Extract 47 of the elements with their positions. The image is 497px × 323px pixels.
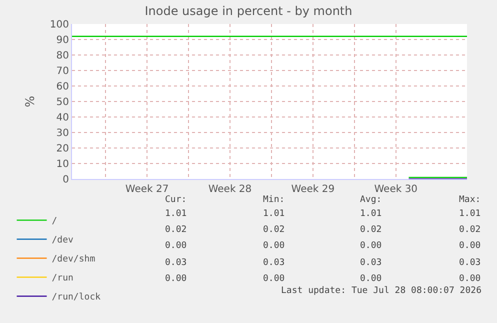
text: 0.02 [263, 225, 285, 235]
y-tick-label: 30 [56, 128, 69, 139]
text: 0.00 [459, 274, 481, 284]
text: Cur: [165, 195, 187, 205]
y-tick-label: 100 [50, 20, 69, 30]
text: Avg: [360, 195, 382, 205]
text: 0.02 [165, 225, 187, 235]
text: 0.03 [165, 258, 187, 268]
y-tick-label: 80 [56, 50, 69, 62]
text: 0.00 [263, 241, 285, 251]
y-tick-label: 90 [56, 35, 69, 46]
legend-label: /run [52, 274, 74, 284]
text: 0.02 [459, 225, 481, 235]
legend-label: / [52, 216, 58, 227]
text: 0.00 [165, 274, 187, 284]
y-tick-label: 70 [56, 66, 69, 77]
legend-label: /dev/shm [52, 254, 96, 265]
y-tick-label: 60 [56, 82, 69, 92]
x-tick-label: Week 28 [208, 184, 252, 195]
text: 0.02 [360, 225, 382, 235]
chart-title: Inode usage in percent - by month [144, 4, 352, 18]
text: 0.00 [360, 241, 382, 251]
x-tick-label: Week 27 [125, 184, 169, 195]
text: 0.03 [360, 258, 382, 268]
text: 1.01 [360, 209, 382, 219]
text: Min: [263, 195, 285, 205]
y-tick-label: 20 [56, 144, 69, 154]
text: 1.01 [165, 209, 187, 219]
text: 0.00 [263, 274, 285, 284]
y-tick-label: 40 [56, 112, 69, 124]
y-tick-label: 50 [56, 97, 69, 108]
text: 0.03 [459, 258, 481, 268]
x-tick-label: Week 29 [291, 184, 335, 195]
text: Max: [459, 195, 481, 205]
text: 0.00 [459, 241, 481, 251]
y-axis-title: % [23, 96, 38, 108]
y-tick-label: 10 [56, 159, 69, 170]
text: Last update: Tue Jul 28 08:00:07 2026 [281, 286, 482, 296]
text: 0.00 [360, 274, 382, 284]
text: 0.00 [165, 241, 187, 251]
text: 1.01 [459, 209, 481, 219]
legend-label: /run/lock [52, 292, 102, 303]
text: 0.03 [263, 258, 285, 268]
x-tick-label: Week 30 [374, 184, 418, 195]
text: 1.01 [263, 209, 285, 219]
y-tick-label: 0 [62, 174, 69, 186]
legend-label: /dev [52, 236, 74, 246]
